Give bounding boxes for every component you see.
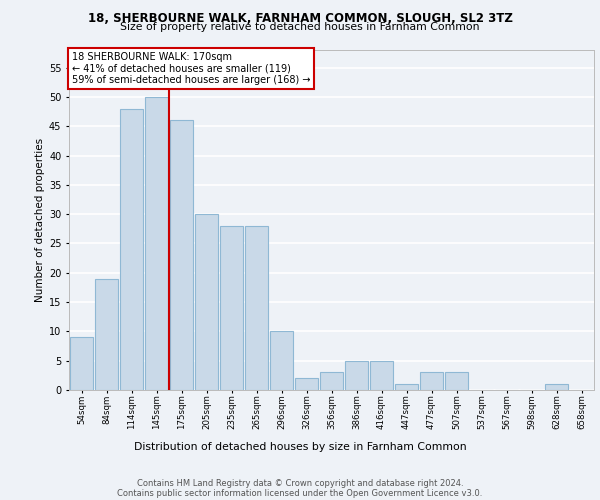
Bar xyxy=(170,120,193,390)
Bar xyxy=(119,108,143,390)
Text: Size of property relative to detached houses in Farnham Common: Size of property relative to detached ho… xyxy=(120,22,480,32)
Bar xyxy=(269,332,293,390)
Bar xyxy=(70,337,94,390)
Y-axis label: Number of detached properties: Number of detached properties xyxy=(35,138,44,302)
Bar xyxy=(344,360,368,390)
Text: 18 SHERBOURNE WALK: 170sqm
← 41% of detached houses are smaller (119)
59% of sem: 18 SHERBOURNE WALK: 170sqm ← 41% of deta… xyxy=(71,52,310,85)
Text: 18, SHERBOURNE WALK, FARNHAM COMMON, SLOUGH, SL2 3TZ: 18, SHERBOURNE WALK, FARNHAM COMMON, SLO… xyxy=(88,12,512,26)
Bar xyxy=(370,360,394,390)
Bar xyxy=(320,372,343,390)
Bar xyxy=(245,226,268,390)
Bar xyxy=(95,278,118,390)
Text: Contains public sector information licensed under the Open Government Licence v3: Contains public sector information licen… xyxy=(118,489,482,498)
Bar xyxy=(145,97,169,390)
Bar xyxy=(545,384,568,390)
Bar xyxy=(419,372,443,390)
Text: Distribution of detached houses by size in Farnham Common: Distribution of detached houses by size … xyxy=(134,442,466,452)
Bar xyxy=(295,378,319,390)
Bar xyxy=(445,372,469,390)
Text: Contains HM Land Registry data © Crown copyright and database right 2024.: Contains HM Land Registry data © Crown c… xyxy=(137,479,463,488)
Bar xyxy=(395,384,418,390)
Bar xyxy=(194,214,218,390)
Bar xyxy=(220,226,244,390)
